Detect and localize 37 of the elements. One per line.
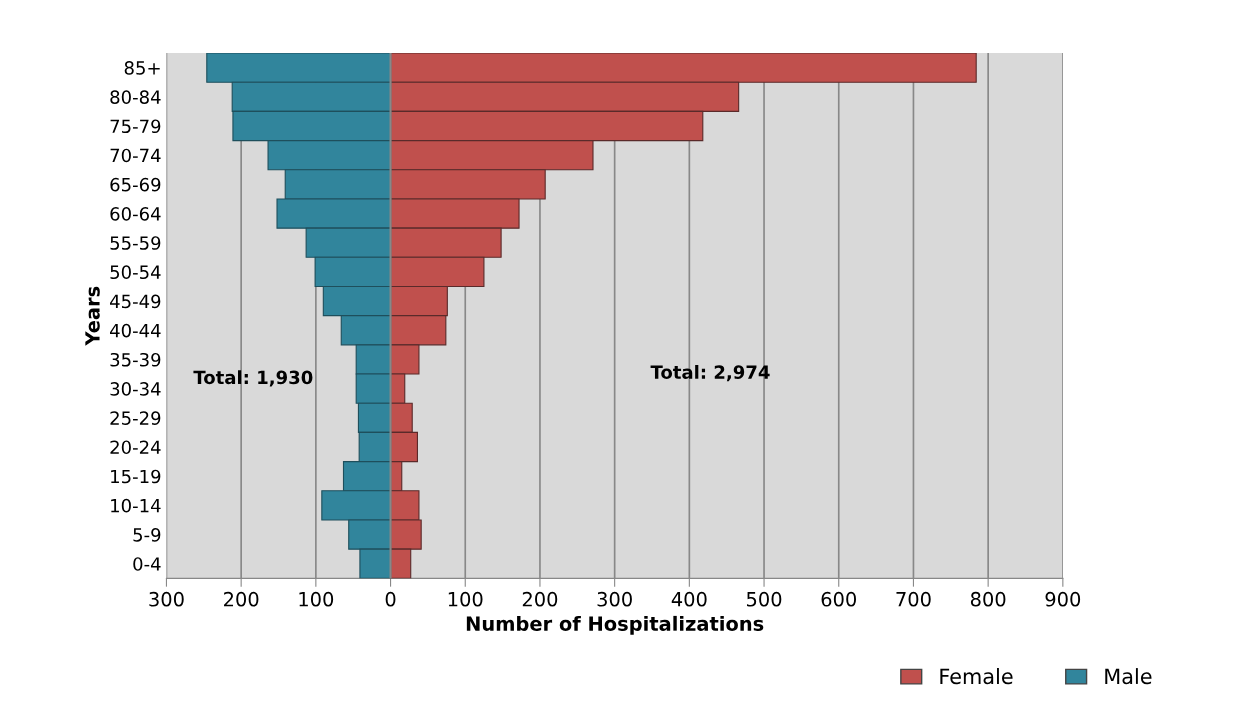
y-tick-label: 75-79	[110, 119, 161, 134]
y-tick-label: 80-84	[110, 90, 161, 104]
y-axis-title: Years	[85, 286, 100, 346]
x-tick-label: 200	[522, 591, 558, 607]
x-tick-label: 100	[299, 591, 334, 607]
y-tick-label: 50-54	[110, 265, 161, 280]
x-tick-label: 500	[746, 591, 782, 607]
y-tick-label: 40-44	[110, 323, 161, 338]
legend-label: Female	[940, 668, 1013, 685]
y-tick-label: 70-74	[110, 148, 161, 163]
x-tick-label: 700	[896, 591, 931, 607]
annotation: Total: 1,930	[193, 370, 313, 387]
x-tick-label: 400	[671, 591, 707, 607]
y-tick-label: 65-69	[110, 177, 161, 192]
legend-label: Male	[1105, 668, 1152, 685]
y-tick-label: 55-59	[110, 236, 161, 250]
annotation: Total: 2,974	[650, 364, 770, 382]
x-tick-label: 300	[597, 591, 632, 607]
y-tick-label: 5-9	[133, 528, 161, 542]
y-tick-label: 15-19	[111, 469, 161, 484]
x-axis-title: Number of Hospitalizations	[466, 615, 764, 635]
y-tick-label: 20-24	[110, 440, 161, 455]
x-tick-label: 600	[821, 591, 857, 607]
y-tick-label: 45-49	[110, 294, 161, 309]
x-tick-label: 100	[448, 591, 483, 607]
x-tick-label: 900	[1045, 591, 1081, 607]
y-tick-label: 30-34	[110, 382, 161, 396]
y-tick-label: 10-14	[111, 498, 161, 513]
x-tick-label: 0	[385, 591, 396, 607]
y-tick-label: 60-64	[110, 206, 161, 221]
y-tick-label: 0-4	[133, 557, 161, 571]
y-tick-label: 25-29	[110, 411, 161, 425]
x-tick-label: 300	[149, 591, 184, 607]
x-tick-label: 200	[224, 591, 259, 607]
x-tick-label: 800	[970, 591, 1006, 607]
y-tick-label: 85+	[124, 61, 160, 75]
y-tick-label: 35-39	[110, 352, 161, 367]
